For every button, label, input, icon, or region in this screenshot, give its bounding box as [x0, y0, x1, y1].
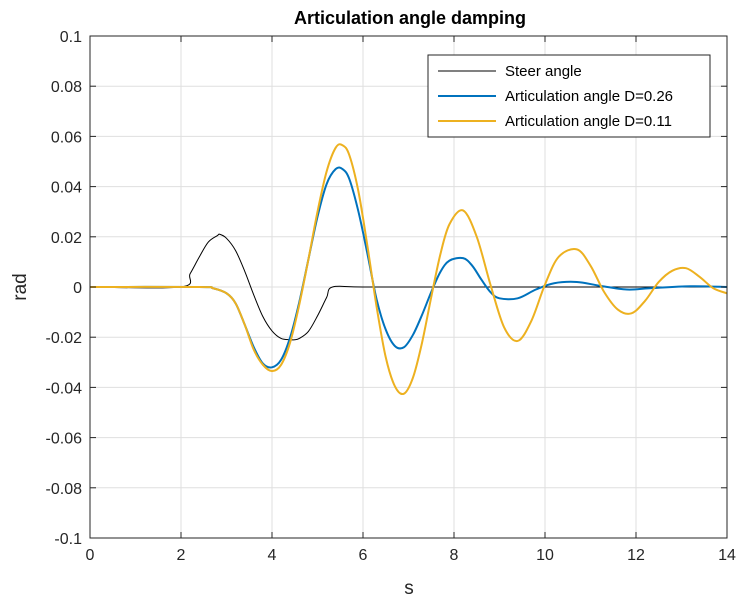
x-tick-label: 14: [718, 547, 736, 564]
x-tick-label: 10: [536, 547, 554, 564]
y-tick-label: -0.02: [46, 330, 83, 347]
y-tick-label: 0: [73, 280, 82, 297]
x-tick-label: 4: [268, 547, 277, 564]
y-tick-label: 0.1: [60, 29, 82, 46]
x-tick-label: 2: [177, 547, 186, 564]
ticks: [89, 35, 728, 539]
x-tick-label: 0: [86, 547, 95, 564]
legend-label-2: Articulation angle D=0.26: [505, 88, 673, 105]
y-tick-label: -0.06: [46, 431, 83, 448]
x-axis-label: s: [404, 578, 414, 599]
y-tick-label: 0.08: [51, 79, 82, 96]
series-line-1: [89, 233, 727, 341]
legend-label-3: Articulation angle D=0.11: [505, 113, 672, 130]
x-tick-label: 6: [359, 547, 368, 564]
legend: Steer angle Articulation angle D=0.26 Arti…: [427, 54, 711, 138]
y-tick-label: -0.08: [46, 481, 83, 498]
series-line-3: [89, 143, 728, 396]
y-axis-label: rad: [10, 273, 31, 300]
x-tick-label: 8: [450, 547, 459, 564]
x-tick-label: 12: [627, 547, 645, 564]
y-tick-label: 0.06: [51, 129, 82, 146]
tick-labels: 0 2 4 6 8 10 12 14 -0.1 -0.08 -0.06 -0.04 -0.02 0 0.02…: [46, 29, 736, 564]
y-tick-label: -0.1: [54, 531, 82, 548]
y-tick-label: -0.04: [46, 380, 83, 397]
chart-title: Articulation angle damping: [294, 8, 526, 28]
y-tick-label: 0.02: [51, 230, 82, 247]
y-tick-label: 0.04: [51, 180, 82, 197]
legend-label-1: Steer angle: [505, 63, 582, 80]
series-layer: [89, 143, 728, 396]
